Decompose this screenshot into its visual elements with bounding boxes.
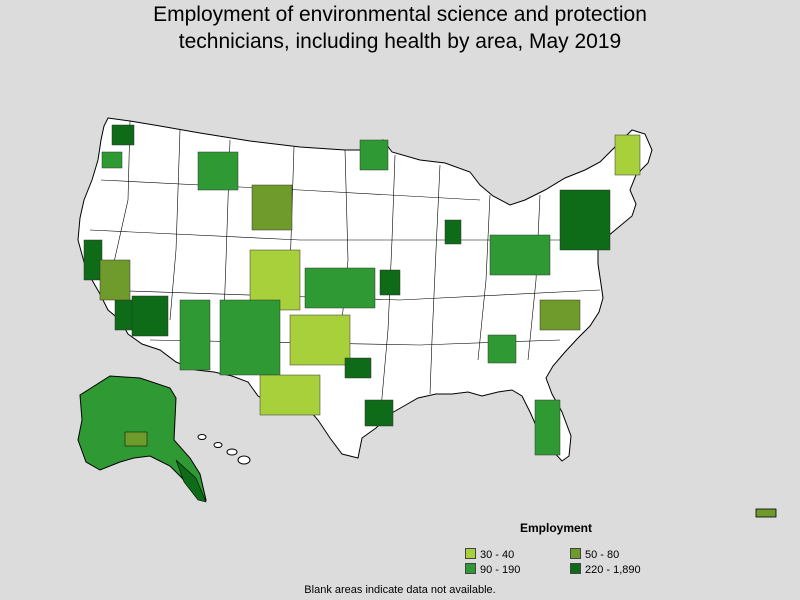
area-seattle: [111, 124, 135, 146]
legend-label: 90 - 190: [480, 564, 521, 576]
area-atlanta: [487, 334, 517, 364]
legend-item-220-1890: 220 - 1,890: [570, 563, 641, 577]
legend-label: 220 - 1,890: [585, 564, 641, 576]
map-title-line-2: technicians, including health by area, M…: [178, 30, 622, 53]
legend-swatch: [570, 563, 581, 574]
area-central-ca: [99, 259, 131, 301]
area-arizona: [179, 299, 211, 371]
area-mojave: [131, 295, 169, 337]
area-maine: [614, 134, 641, 176]
area-wyoming: [251, 184, 293, 231]
legend-swatch: [465, 548, 476, 559]
area-nw-montana: [197, 151, 239, 191]
map-title-line-1: Employment of environmental science and …: [153, 3, 647, 26]
alaska-panhandle: [175, 459, 207, 503]
legend-item-30-40: 30 - 40: [465, 548, 514, 562]
legend-title: Employment: [520, 521, 593, 535]
legend-label: 50 - 80: [585, 549, 620, 561]
employment-areas: [83, 124, 641, 456]
legend-item-50-80: 50 - 80: [570, 548, 619, 562]
legend-swatch: [570, 548, 581, 559]
alaska-anchorage: [124, 431, 148, 447]
area-new-mexico: [219, 299, 281, 376]
area-kansas: [304, 267, 376, 309]
area-dallas: [344, 357, 372, 379]
area-ohio-valley: [489, 234, 551, 276]
area-northeast: [559, 189, 611, 251]
area-sf-bay: [83, 239, 103, 281]
area-portland: [101, 151, 123, 169]
area-carolinas: [539, 299, 581, 331]
hawaii-islands: [197, 434, 251, 465]
area-chicago: [444, 219, 462, 245]
puerto-rico: [755, 508, 777, 518]
legend-label: 30 - 40: [480, 549, 515, 561]
map-title: Employment of environmental science and …: [0, 0, 800, 55]
area-north-dakota: [359, 139, 389, 171]
legend-item-90-190: 90 - 190: [465, 563, 520, 577]
area-florida: [534, 399, 561, 456]
area-missouri: [379, 269, 401, 296]
area-houston: [364, 399, 394, 427]
footnote: Blank areas indicate data not available.: [304, 584, 496, 596]
legend-swatch: [465, 563, 476, 574]
area-west-texas: [259, 374, 321, 416]
area-oklahoma: [289, 314, 351, 366]
